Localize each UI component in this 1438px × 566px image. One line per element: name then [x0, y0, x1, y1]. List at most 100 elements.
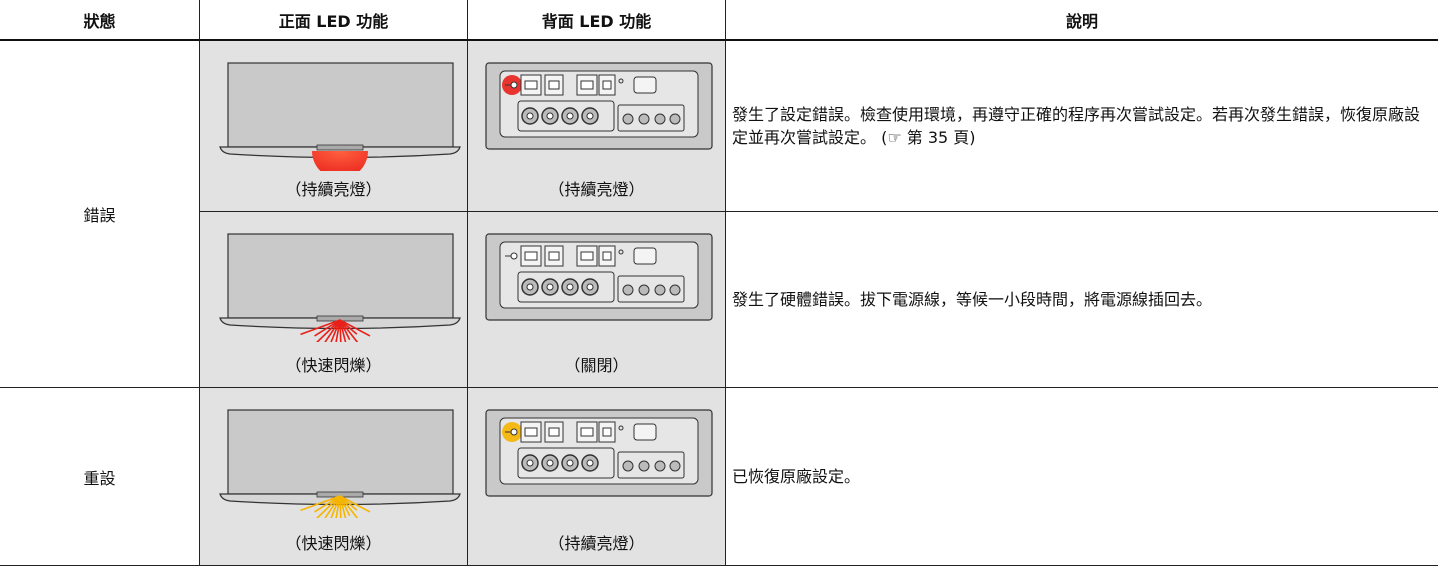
led-ray: [335, 495, 341, 518]
status-cell: 重設: [0, 388, 200, 566]
jack-box: [617, 275, 685, 303]
screw: [618, 425, 624, 431]
jack: [622, 284, 634, 296]
front-panel: [227, 233, 454, 319]
led-ray: [314, 319, 341, 337]
led-ray: [316, 319, 341, 342]
led-ray: [339, 319, 359, 342]
led-ray: [324, 495, 341, 518]
front-led-cell: （持續亮燈）: [200, 41, 468, 212]
front-led-caption: （持續亮燈）: [285, 180, 382, 199]
rca-pin: [526, 283, 534, 291]
port-hole: [602, 427, 612, 437]
led-ray: [339, 495, 347, 518]
rca-pin: [526, 459, 534, 467]
description-cell: 已恢復原廠設定。: [726, 388, 1438, 566]
header-cell: 背面 LED 功能: [468, 0, 726, 41]
front-device: [219, 62, 461, 171]
status-cell: 錯誤: [0, 41, 200, 388]
rear-led-cell: （持續亮燈）: [468, 388, 726, 566]
jack-box: [517, 271, 615, 303]
front-led-caption: （快速閃爍）: [285, 356, 382, 375]
jack: [654, 113, 666, 125]
screw: [618, 249, 624, 255]
port-hole: [602, 80, 612, 90]
screw: [618, 78, 624, 84]
power-port: [633, 76, 657, 94]
led-ray: [335, 319, 341, 342]
rca-pin: [546, 459, 554, 467]
power-port: [633, 423, 657, 441]
led-ray: [330, 319, 341, 342]
rear-device: [485, 62, 713, 150]
led-ray: [314, 495, 341, 513]
jack: [654, 460, 666, 472]
port-hole: [524, 251, 538, 261]
jack-box: [517, 447, 615, 479]
rear-led: [510, 81, 518, 89]
jack: [638, 113, 650, 125]
led-glow: [312, 151, 368, 171]
power-port: [633, 247, 657, 265]
description-cell: 發生了硬體錯誤。拔下電源線，等候一小段時間，將電源線插回去。: [726, 212, 1438, 388]
port-hole: [548, 251, 560, 261]
jack-box: [617, 451, 685, 479]
rear-led-cell: （關閉）: [468, 212, 726, 388]
led-ray: [339, 319, 371, 337]
front-led-cell: （快速閃爍）: [200, 388, 468, 566]
port-hole: [524, 80, 538, 90]
rca-pin: [566, 112, 574, 120]
led-ray: [316, 495, 341, 518]
rca-pin: [546, 112, 554, 120]
rear-led-cell: （持續亮燈）: [468, 41, 726, 212]
rca-pin: [586, 459, 594, 467]
rear-device: [485, 233, 713, 321]
rear-led: [510, 428, 518, 436]
rca-pin: [586, 112, 594, 120]
jack-box: [517, 100, 615, 132]
port-hole: [580, 251, 594, 261]
front-device: [219, 409, 461, 518]
front-led-caption: （快速閃爍）: [285, 534, 382, 553]
front-led-cell: （快速閃爍）: [200, 212, 468, 388]
port-hole: [580, 80, 594, 90]
port-hole: [548, 80, 560, 90]
port-hole: [524, 427, 538, 437]
rear-led: [510, 252, 518, 260]
jack: [669, 460, 681, 472]
port-hole: [602, 251, 612, 261]
led-ray: [330, 495, 341, 518]
jack: [654, 284, 666, 296]
led-ray: [300, 319, 341, 336]
jack-box: [617, 104, 685, 132]
port-hole: [548, 427, 560, 437]
port-hole: [580, 427, 594, 437]
front-led: [316, 144, 364, 151]
jack: [638, 284, 650, 296]
front-panel: [227, 62, 454, 148]
jack: [638, 460, 650, 472]
rear-led-caption: （關閉）: [564, 356, 629, 375]
led-ray: [339, 319, 347, 342]
jack: [669, 284, 681, 296]
header-cell: 說明: [726, 0, 1438, 41]
rca-pin: [586, 283, 594, 291]
led-ray: [339, 495, 371, 513]
header-cell: 狀態: [0, 0, 200, 41]
rear-led-caption: （持續亮燈）: [548, 180, 645, 199]
rca-pin: [546, 283, 554, 291]
jack: [622, 460, 634, 472]
jack: [669, 113, 681, 125]
led-ray: [324, 319, 341, 342]
description-cell: 發生了設定錯誤。檢查使用環境，再遵守正確的程序再次嘗試設定。若再次發生錯誤，恢復…: [726, 41, 1438, 212]
rca-pin: [526, 112, 534, 120]
front-device: [219, 233, 461, 342]
header-cell: 正面 LED 功能: [200, 0, 468, 41]
rca-pin: [566, 283, 574, 291]
rear-led-caption: （持續亮燈）: [548, 534, 645, 553]
jack: [622, 113, 634, 125]
front-panel: [227, 409, 454, 495]
led-ray: [300, 495, 341, 512]
rca-pin: [566, 459, 574, 467]
